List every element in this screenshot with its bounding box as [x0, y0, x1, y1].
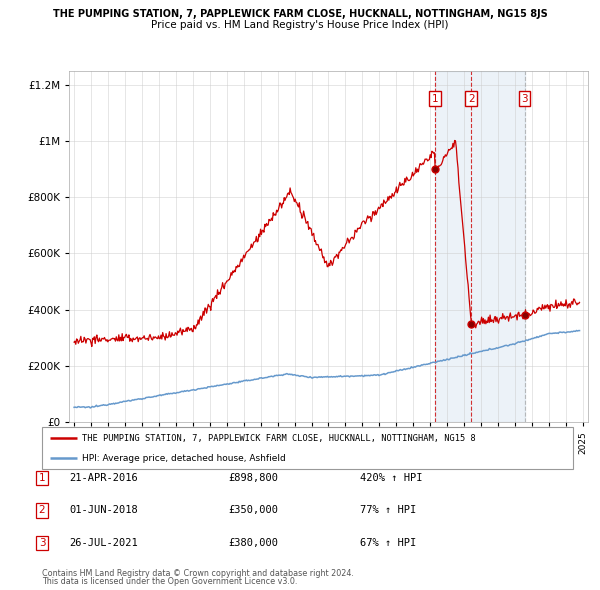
Text: 3: 3	[521, 94, 528, 104]
Text: Price paid vs. HM Land Registry's House Price Index (HPI): Price paid vs. HM Land Registry's House …	[151, 20, 449, 30]
Text: £380,000: £380,000	[228, 538, 278, 548]
Bar	[436, 71, 524, 422]
Text: 01-JUN-2018: 01-JUN-2018	[69, 506, 138, 515]
Text: HPI: Average price, detached house, Ashfield: HPI: Average price, detached house, Ashf…	[82, 454, 286, 463]
Text: 2: 2	[468, 94, 475, 104]
Text: THE PUMPING STATION, 7, PAPPLEWICK FARM CLOSE, HUCKNALL, NOTTINGHAM, NG15 8: THE PUMPING STATION, 7, PAPPLEWICK FARM …	[82, 434, 476, 442]
Text: Contains HM Land Registry data © Crown copyright and database right 2024.: Contains HM Land Registry data © Crown c…	[42, 569, 354, 578]
Text: 1: 1	[432, 94, 439, 104]
Text: 67% ↑ HPI: 67% ↑ HPI	[360, 538, 416, 548]
Text: 1: 1	[38, 473, 46, 483]
Text: 21-APR-2016: 21-APR-2016	[69, 473, 138, 483]
Text: THE PUMPING STATION, 7, PAPPLEWICK FARM CLOSE, HUCKNALL, NOTTINGHAM, NG15 8JS: THE PUMPING STATION, 7, PAPPLEWICK FARM …	[53, 9, 547, 19]
Text: 3: 3	[38, 538, 46, 548]
Text: £350,000: £350,000	[228, 506, 278, 515]
Text: £898,800: £898,800	[228, 473, 278, 483]
FancyBboxPatch shape	[42, 427, 573, 469]
Text: 26-JUL-2021: 26-JUL-2021	[69, 538, 138, 548]
Text: 2: 2	[38, 506, 46, 515]
Text: This data is licensed under the Open Government Licence v3.0.: This data is licensed under the Open Gov…	[42, 577, 298, 586]
Text: 77% ↑ HPI: 77% ↑ HPI	[360, 506, 416, 515]
Text: 420% ↑ HPI: 420% ↑ HPI	[360, 473, 422, 483]
